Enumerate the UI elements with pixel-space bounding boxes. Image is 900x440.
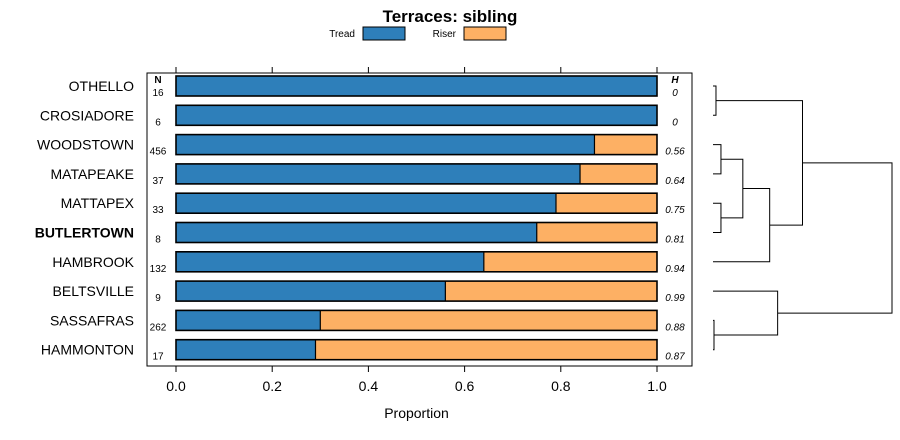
bar-outline [175, 251, 658, 273]
category-label-mattapex: MATTAPEX [61, 195, 135, 211]
dendro-node-c5 [713, 188, 771, 263]
bar-outline [175, 280, 658, 302]
dendro-link [713, 144, 722, 175]
bar-outline [175, 309, 658, 332]
n-value: 132 [150, 264, 167, 275]
h-value: 0.56 [665, 147, 685, 158]
bar-riser-mattapex [555, 193, 657, 214]
bar-tread-hammonton [176, 339, 316, 360]
category-label-hambrook: HAMBROOK [52, 254, 134, 270]
bar-tread-matapeake [176, 163, 581, 184]
bar-tread-hambrook [176, 251, 484, 272]
x-tick-label: 0.8 [551, 378, 571, 394]
plot-frame [146, 72, 693, 367]
legend-swatch-tread [362, 26, 406, 41]
bar-riser-butlertown [536, 222, 657, 243]
dendro-node-c6 [715, 100, 803, 226]
h-value: 0.99 [665, 293, 685, 304]
bar-outline [175, 338, 658, 361]
x-axis: 0.0 0.2 0.4 0.6 0.8 1.0 [166, 67, 667, 394]
bar-outline [175, 192, 658, 214]
bar-tread-beltsville [176, 281, 446, 302]
bar-tread-sassafras [176, 310, 321, 331]
n-value: 9 [155, 293, 161, 304]
dendro-link [713, 319, 715, 351]
n-value: 8 [155, 235, 161, 246]
bar-riser-hammonton [315, 339, 657, 360]
h-column-header: H [671, 75, 679, 86]
dendro-link [713, 85, 717, 116]
h-value: 0.88 [665, 322, 685, 333]
dendro-node-c3 [713, 202, 722, 233]
category-label-sassafras: SASSAFRAS [50, 312, 134, 328]
bar-riser-beltsville [445, 281, 657, 302]
bar-riser-hambrook [483, 251, 657, 272]
n-column-header: N [154, 75, 161, 86]
h-value: 0.81 [665, 235, 684, 246]
dendro-link [713, 188, 771, 263]
dendro-link [777, 162, 893, 314]
legend-label-riser: Riser [433, 29, 457, 40]
bar-tread-mattapex [176, 193, 556, 214]
x-axis-label: Proportion [384, 405, 449, 421]
n-value: 6 [155, 117, 161, 128]
category-label-beltsville: BELTSVILLE [53, 283, 134, 299]
bar-riser-matapeake [580, 163, 657, 184]
bar-tread-woodstown [176, 134, 595, 155]
x-tick-label: 1.0 [647, 378, 667, 394]
bar-riser-woodstown [594, 134, 657, 155]
x-tick-label: 0.4 [359, 378, 379, 394]
bar-outline [175, 133, 658, 156]
dendro-node-c4 [720, 158, 744, 219]
dendro-node-c7 [713, 319, 715, 351]
dendro-node-c1 [713, 85, 717, 116]
category-label-hammonton: HAMMONTON [41, 342, 134, 358]
row-labels: OTHELLO CROSIADORE WOODSTOWN MATAPEAKE MATTA… [35, 78, 135, 358]
legend: Tread Riser [329, 26, 507, 41]
category-label-matapeake: MATAPEAKE [50, 166, 134, 182]
category-label-crosiadore: CROSIADORE [40, 107, 134, 123]
category-label-butlertown: BUTLERTOWN [35, 225, 134, 241]
h-value: 0.64 [665, 176, 685, 187]
bar-riser-sassafras [320, 310, 657, 331]
bar-outline [175, 104, 658, 127]
dendro-link [713, 290, 779, 336]
n-value: 37 [152, 176, 164, 187]
n-value: 456 [150, 147, 167, 158]
dendro-node-c9 [777, 162, 893, 314]
h-value: 0 [672, 88, 678, 99]
h-value: 0.87 [665, 352, 685, 363]
category-label-othello: OTHELLO [69, 78, 134, 94]
bar-outline [175, 163, 658, 185]
h-value: 0.94 [665, 264, 685, 275]
n-value: 33 [152, 205, 164, 216]
dendro-node-c2 [713, 144, 722, 175]
x-tick-label: 0.2 [262, 378, 282, 394]
bar-outline [175, 221, 658, 244]
bar-outline [175, 75, 658, 97]
n-value: 262 [150, 322, 167, 333]
dendro-link [715, 100, 803, 226]
category-label-woodstown: WOODSTOWN [37, 137, 134, 153]
n-value: 17 [152, 352, 164, 363]
legend-swatch-riser [463, 26, 507, 41]
chart-title: Terraces: sibling [383, 7, 518, 26]
legend-label-tread: Tread [329, 29, 355, 40]
bar-tread-othello [176, 76, 657, 96]
x-tick-label: 0.0 [166, 378, 186, 394]
dendro-link [720, 158, 744, 219]
n-value: 16 [152, 88, 164, 99]
h-value: 0 [672, 117, 678, 128]
dendrogram [713, 85, 893, 351]
x-tick-label: 0.6 [455, 378, 475, 394]
dendro-node-c8 [713, 290, 779, 336]
dendro-link [713, 202, 722, 233]
bar-tread-butlertown [176, 222, 537, 243]
bars: 16 0 6 0 456 0.56 37 0.64 33 0.75 8 0.81 132 0.94 9 0.9… [150, 75, 685, 363]
bar-tread-crosiadore [176, 105, 657, 126]
h-value: 0.75 [665, 205, 685, 216]
